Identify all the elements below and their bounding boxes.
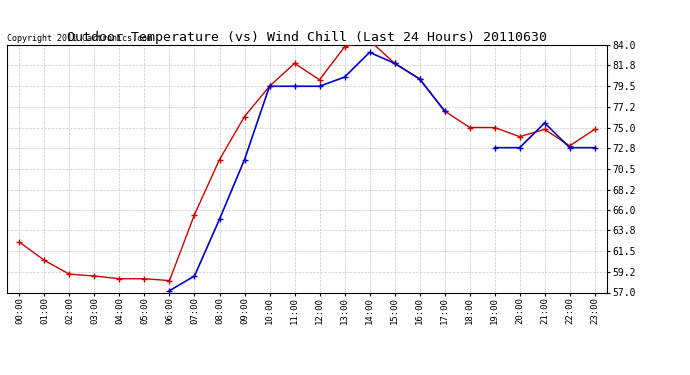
Title: Outdoor Temperature (vs) Wind Chill (Last 24 Hours) 20110630: Outdoor Temperature (vs) Wind Chill (Las… [67, 31, 547, 44]
Text: Copyright 2011 Cartronics.com: Copyright 2011 Cartronics.com [7, 33, 152, 42]
